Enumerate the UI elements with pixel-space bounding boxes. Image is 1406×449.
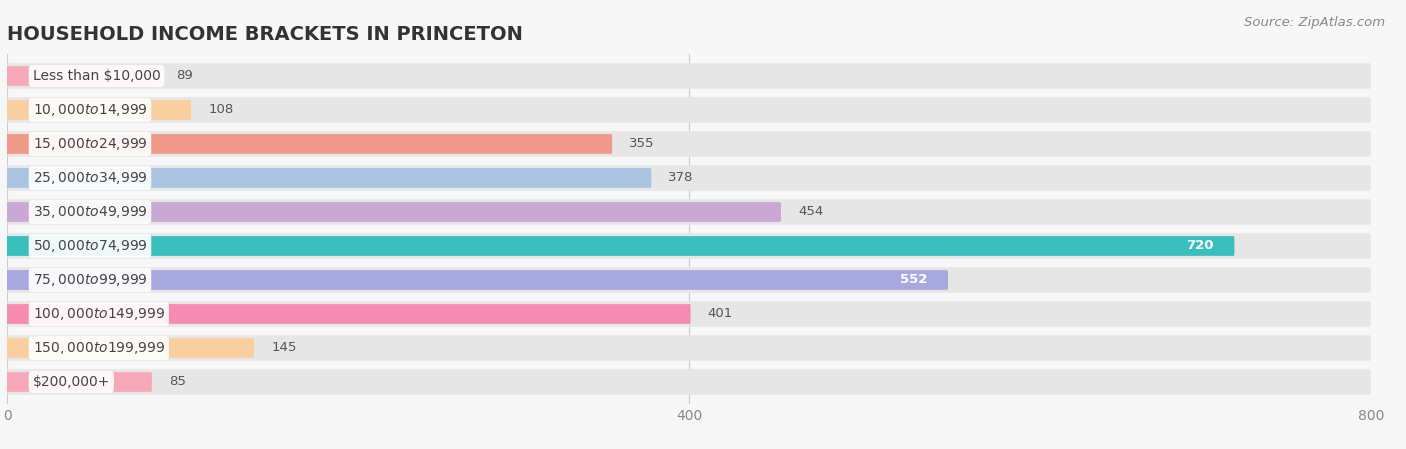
Text: $10,000 to $14,999: $10,000 to $14,999 [32,102,148,118]
FancyBboxPatch shape [7,168,651,188]
FancyBboxPatch shape [7,202,780,222]
FancyBboxPatch shape [7,233,1371,259]
Text: 401: 401 [707,308,733,321]
Text: 454: 454 [799,206,824,219]
FancyBboxPatch shape [7,335,1371,361]
Text: $150,000 to $199,999: $150,000 to $199,999 [32,340,165,356]
FancyBboxPatch shape [7,267,1371,293]
FancyBboxPatch shape [7,372,152,392]
FancyBboxPatch shape [7,236,1234,256]
Text: $15,000 to $24,999: $15,000 to $24,999 [32,136,148,152]
Text: $25,000 to $34,999: $25,000 to $34,999 [32,170,148,186]
Text: HOUSEHOLD INCOME BRACKETS IN PRINCETON: HOUSEHOLD INCOME BRACKETS IN PRINCETON [7,25,523,44]
Text: 552: 552 [900,273,928,286]
Text: 355: 355 [630,137,655,150]
FancyBboxPatch shape [7,270,948,290]
FancyBboxPatch shape [7,304,690,324]
FancyBboxPatch shape [7,100,191,120]
Text: 378: 378 [668,172,693,185]
FancyBboxPatch shape [7,66,159,86]
Text: 145: 145 [271,342,297,355]
FancyBboxPatch shape [7,134,612,154]
Text: $50,000 to $74,999: $50,000 to $74,999 [32,238,148,254]
FancyBboxPatch shape [7,131,1371,157]
FancyBboxPatch shape [7,301,1371,327]
Text: 108: 108 [208,103,233,116]
Text: $200,000+: $200,000+ [32,375,110,389]
Text: $100,000 to $149,999: $100,000 to $149,999 [32,306,165,322]
Text: Source: ZipAtlas.com: Source: ZipAtlas.com [1244,16,1385,29]
Text: 89: 89 [176,70,193,83]
FancyBboxPatch shape [7,199,1371,225]
FancyBboxPatch shape [7,369,1371,395]
FancyBboxPatch shape [7,63,1371,89]
Text: 85: 85 [169,375,186,388]
FancyBboxPatch shape [7,97,1371,123]
Text: 720: 720 [1187,239,1213,252]
FancyBboxPatch shape [7,338,254,358]
Text: Less than $10,000: Less than $10,000 [32,69,160,83]
FancyBboxPatch shape [7,165,1371,191]
Text: $75,000 to $99,999: $75,000 to $99,999 [32,272,148,288]
Text: $35,000 to $49,999: $35,000 to $49,999 [32,204,148,220]
